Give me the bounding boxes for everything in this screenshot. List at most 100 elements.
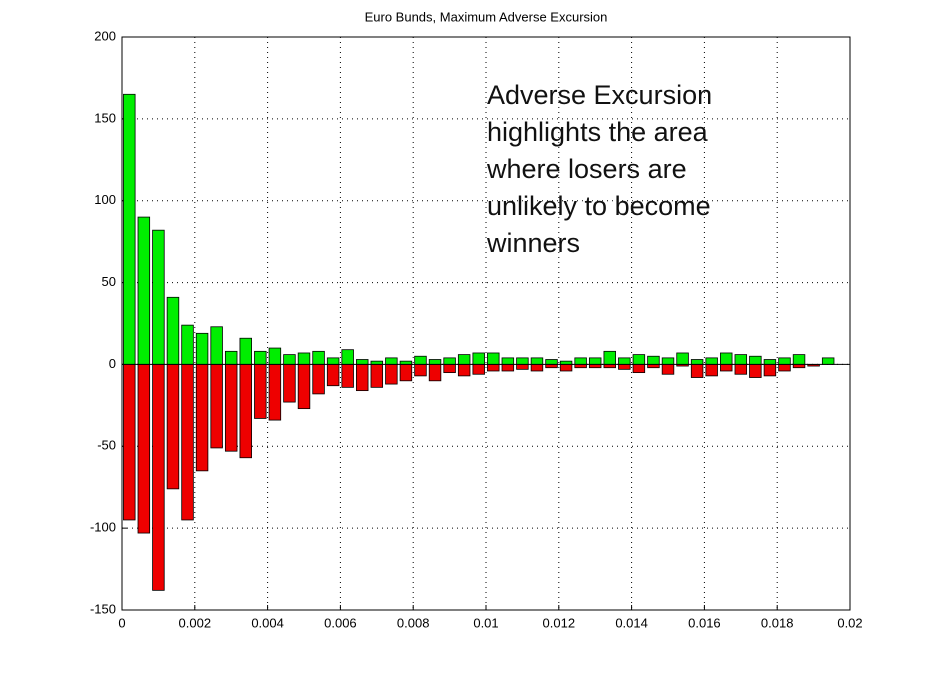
bar (123, 93, 136, 365)
bar (385, 357, 398, 365)
bar (268, 347, 282, 365)
y-tick-label: 50 (102, 274, 116, 289)
bar (690, 364, 704, 378)
bar (647, 355, 660, 365)
bar (414, 355, 427, 365)
bar (414, 364, 427, 377)
bar (632, 354, 646, 365)
bar (428, 359, 442, 365)
bar (195, 332, 209, 365)
annotation: highlights the area (487, 117, 709, 147)
bar (720, 352, 733, 365)
annotation: where losers are (486, 154, 687, 184)
bar (618, 357, 631, 365)
bar (778, 357, 791, 365)
bar (326, 364, 340, 387)
bar (297, 364, 311, 410)
bar (195, 364, 209, 472)
bar (443, 357, 456, 365)
annotation: Adverse Excursion (487, 80, 712, 110)
x-tick-label: 0.018 (761, 615, 794, 630)
bar (166, 296, 180, 365)
x-tick-label: 0.02 (837, 615, 862, 630)
bar (428, 364, 442, 382)
bar (210, 364, 223, 449)
bar (224, 364, 238, 452)
bar (254, 364, 267, 419)
x-tick-label: 0.004 (251, 615, 284, 630)
bar (734, 354, 748, 365)
bar (457, 364, 471, 377)
bar (370, 364, 384, 388)
bar (312, 350, 325, 365)
bar (545, 359, 558, 365)
bar (472, 364, 485, 375)
bar (356, 364, 369, 392)
bar (763, 359, 777, 365)
bar (734, 364, 748, 375)
bar (254, 350, 267, 365)
annotation: unlikely to become (487, 191, 711, 221)
bar (356, 359, 369, 365)
bar (385, 364, 398, 385)
bar (341, 349, 354, 365)
bar (778, 364, 791, 372)
bar (152, 364, 165, 591)
bar (181, 364, 194, 521)
bar (603, 350, 616, 365)
bar (821, 357, 835, 365)
bar (224, 350, 238, 365)
bar (487, 364, 500, 372)
plot-frame (121, 36, 851, 611)
bar (720, 364, 733, 372)
bar (632, 364, 646, 374)
bar (763, 364, 777, 377)
bar (166, 364, 180, 490)
annotation: winners (486, 228, 580, 258)
x-tick-label: 0 (118, 615, 125, 630)
x-tick-label: 0.008 (397, 615, 430, 630)
x-tick-label: 0.01 (473, 615, 498, 630)
bar (283, 354, 296, 365)
bar (152, 229, 165, 365)
bar (676, 352, 689, 365)
bar (501, 357, 515, 365)
bar (239, 337, 252, 365)
bar (457, 354, 471, 365)
bar (516, 357, 529, 365)
bar (705, 357, 718, 365)
bar (210, 326, 223, 365)
chart-title: Euro Bunds, Maximum Adverse Excursion (365, 9, 608, 24)
y-tick-label: -50 (97, 438, 116, 453)
x-tick-label: 0.012 (543, 615, 576, 630)
y-tick-label: -150 (90, 601, 116, 616)
bar (326, 357, 340, 365)
y-tick-label: 0 (109, 356, 116, 371)
bar (530, 357, 544, 365)
bar (341, 364, 354, 388)
bar (588, 357, 602, 365)
bar (661, 357, 675, 365)
bar (792, 354, 806, 365)
bar (530, 364, 544, 372)
bar (297, 352, 311, 365)
x-tick-label: 0.016 (688, 615, 721, 630)
y-tick-label: -100 (90, 520, 116, 535)
bar (690, 359, 704, 365)
bar (618, 364, 631, 370)
bar (559, 364, 573, 372)
x-tick-label: 0.006 (324, 615, 357, 630)
bar (487, 352, 500, 365)
bar (749, 364, 762, 378)
bar (399, 364, 413, 382)
bar (283, 364, 296, 403)
bar (749, 355, 762, 365)
bar (123, 364, 136, 521)
bar (268, 364, 282, 421)
bar (443, 364, 456, 374)
y-tick-label: 150 (94, 110, 116, 125)
bar (137, 364, 151, 534)
x-tick-label: 0.002 (179, 615, 212, 630)
bar (137, 216, 151, 365)
